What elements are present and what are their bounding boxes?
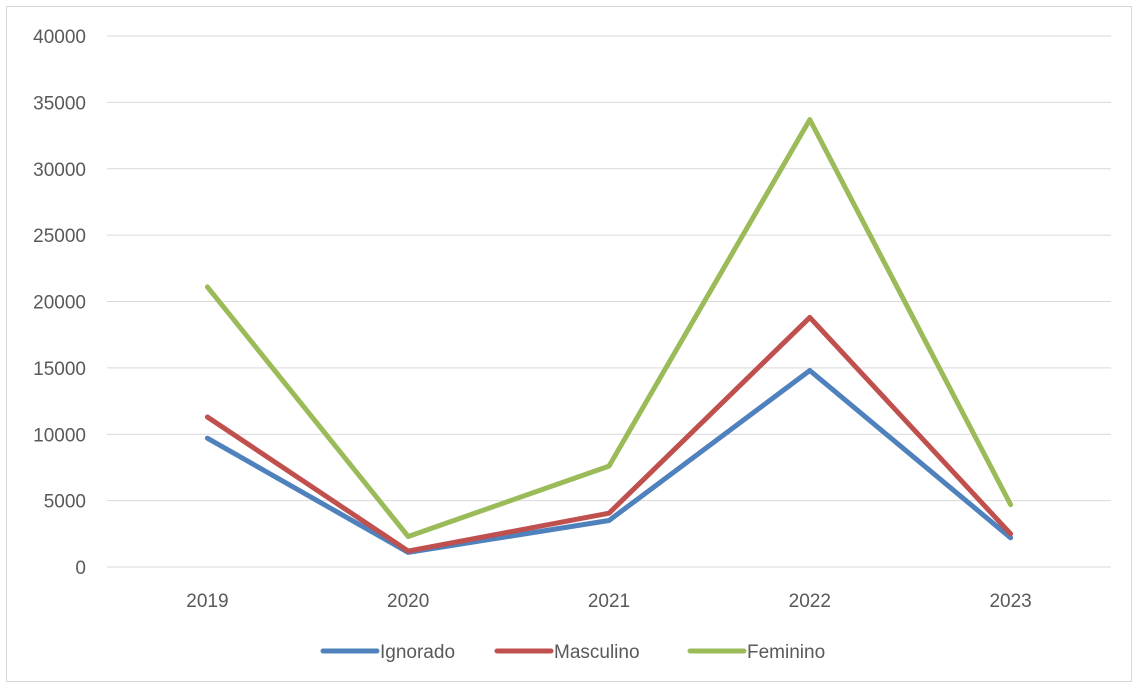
x-tick-label: 2020 [387, 591, 429, 612]
x-tick-label: 2021 [588, 591, 630, 612]
x-tick-label: 2023 [989, 591, 1031, 612]
x-tick-label: 2022 [789, 591, 831, 612]
legend-label-ignorado: Ignorado [380, 642, 455, 663]
y-tick-label: 25000 [33, 226, 86, 247]
legend: Ignorado Masculino Feminino [320, 642, 825, 663]
y-tick-label: 20000 [33, 293, 86, 314]
legend-label-masculino: Masculino [554, 642, 640, 663]
y-tick-label: 0 [75, 558, 86, 579]
y-axis-tick-labels: 0 5000 10000 15000 20000 25000 30000 35000 40000 [33, 27, 86, 579]
y-tick-label: 10000 [33, 425, 86, 446]
series-lines [204, 117, 1014, 555]
series-line-feminino [204, 117, 1014, 539]
x-tick-label: 2019 [186, 591, 228, 612]
y-tick-label: 30000 [33, 160, 86, 181]
x-axis-tick-labels: 2019 2020 2021 2022 2023 [186, 591, 1031, 612]
chart-container [6, 6, 1132, 682]
y-tick-label: 40000 [33, 27, 86, 48]
y-tick-label: 35000 [33, 93, 86, 114]
legend-label-feminino: Feminino [747, 642, 825, 663]
y-tick-label: 5000 [44, 492, 86, 513]
y-tick-label: 15000 [33, 359, 86, 380]
gridlines [107, 35, 1111, 568]
